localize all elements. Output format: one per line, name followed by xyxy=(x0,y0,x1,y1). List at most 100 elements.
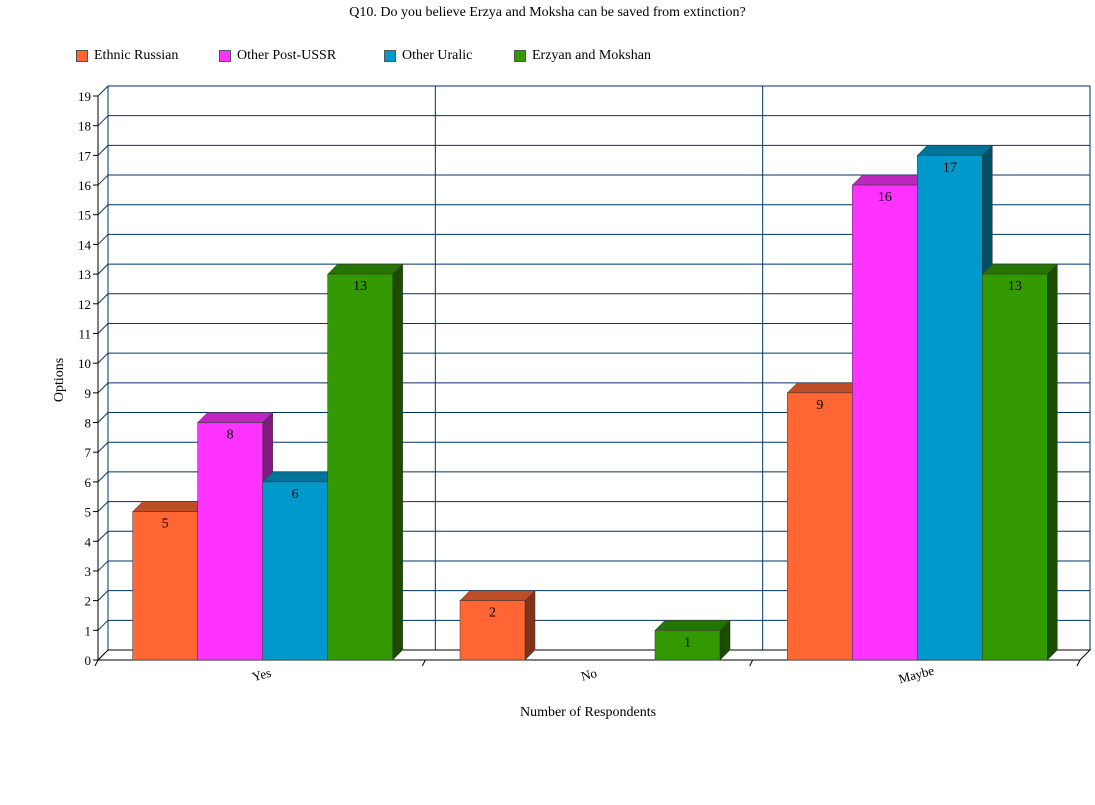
y-tick-label: 13 xyxy=(78,267,91,282)
gridline-depth xyxy=(97,115,109,127)
legend-label: Erzyan and Mokshan xyxy=(532,48,651,63)
bar-no-erzyan-and-mokshan xyxy=(654,619,731,661)
x-tick-label: Maybe xyxy=(897,663,936,687)
legend-swatch xyxy=(514,50,526,62)
bar-top xyxy=(654,620,731,631)
bar-top xyxy=(197,412,274,423)
bar-front xyxy=(459,600,526,661)
y-tick-label: 11 xyxy=(78,326,91,341)
y-tick-label: 19 xyxy=(78,89,91,104)
data-label: 13 xyxy=(353,279,367,294)
gridline-depth xyxy=(97,85,109,97)
data-label: 17 xyxy=(943,160,957,175)
gridline-depth xyxy=(97,590,109,601)
bar-maybe-ethnic-russian xyxy=(786,382,863,661)
gridline-depth xyxy=(97,560,109,572)
bar-front xyxy=(197,422,263,661)
y-tick-label: 15 xyxy=(78,208,91,223)
bar-yes-other-uralic xyxy=(262,471,339,661)
y-tick-label: 4 xyxy=(85,534,92,549)
bar-front xyxy=(852,184,918,661)
x-tick xyxy=(1076,659,1081,667)
y-tick-label: 10 xyxy=(78,356,91,371)
bar-front xyxy=(982,273,1048,661)
legend-label: Other Uralic xyxy=(402,48,473,63)
bar-front xyxy=(917,155,983,661)
legend-swatch xyxy=(76,50,88,62)
gridline-depth xyxy=(97,263,109,275)
y-tick-label: 16 xyxy=(78,178,92,193)
bar-top xyxy=(459,590,536,601)
data-label: 13 xyxy=(1008,279,1022,294)
legend-swatch xyxy=(384,50,396,62)
gridline-depth xyxy=(97,293,109,305)
gridline-depth xyxy=(97,412,109,423)
x-tick-label: Yes xyxy=(250,665,272,684)
y-tick-label: 3 xyxy=(85,564,92,579)
gridline-depth xyxy=(97,352,109,364)
bar-yes-ethnic-russian xyxy=(132,500,209,661)
y-tick-label: 2 xyxy=(85,594,92,609)
bar-top xyxy=(786,382,863,394)
bar-side xyxy=(1047,263,1058,661)
y-tick-label: 5 xyxy=(85,505,92,520)
gridline-depth xyxy=(97,619,109,631)
bar-no-ethnic-russian xyxy=(459,590,536,661)
gridline-depth xyxy=(97,204,109,216)
gridline-depth xyxy=(97,234,109,245)
bar-front xyxy=(262,481,328,661)
data-label: 2 xyxy=(489,606,496,621)
gridline-depth xyxy=(97,174,109,186)
legend-label: Ethnic Russian xyxy=(94,48,179,63)
gridline-depth xyxy=(97,471,109,483)
y-tick-label: 14 xyxy=(78,237,92,252)
data-label: 5 xyxy=(162,517,169,532)
data-label: 8 xyxy=(227,428,234,443)
bar-front xyxy=(787,392,853,661)
data-label: 1 xyxy=(684,635,691,650)
bar-maybe-other-uralic xyxy=(916,144,993,661)
gridline-depth xyxy=(97,441,109,453)
bar-front xyxy=(654,630,721,661)
y-tick-label: 18 xyxy=(78,119,91,134)
x-tick-label: No xyxy=(579,665,598,684)
y-tick-label: 1 xyxy=(85,623,92,638)
data-label: 9 xyxy=(816,398,823,413)
y-tick-label: 8 xyxy=(85,416,92,431)
y-axis-title: Options xyxy=(52,358,67,402)
gridline-depth xyxy=(97,382,109,394)
legend-swatch xyxy=(219,50,231,62)
bar-maybe-erzyan-and-mokshan xyxy=(981,263,1058,661)
x-tick xyxy=(749,659,754,667)
bar-yes-other-post-ussr xyxy=(197,411,274,661)
x-axis-title: Number of Respondents xyxy=(520,705,656,720)
y-tick-label: 7 xyxy=(85,445,92,460)
gridline-depth xyxy=(97,530,109,542)
data-label: 6 xyxy=(292,487,299,502)
bar-top xyxy=(981,263,1058,275)
bar-side xyxy=(524,590,536,661)
legend-label: Other Post-USSR xyxy=(237,48,337,63)
x-tick xyxy=(421,659,426,667)
y-tick-label: 0 xyxy=(85,653,92,668)
data-label: 16 xyxy=(878,190,892,205)
y-tick-label: 9 xyxy=(85,386,92,401)
gridline-depth xyxy=(97,145,109,156)
bars xyxy=(132,144,1058,661)
bar-top xyxy=(132,501,209,512)
gridline-depth xyxy=(97,501,109,512)
bar-front xyxy=(132,511,198,661)
bar-top xyxy=(327,263,404,275)
bar-maybe-other-post-ussr xyxy=(851,174,928,661)
x-tick xyxy=(94,659,99,667)
y-tick-label: 6 xyxy=(85,475,92,490)
gridline-depth xyxy=(97,323,109,334)
chart-title: Q10. Do you believe Erzya and Moksha can… xyxy=(349,5,746,20)
y-tick-label: 17 xyxy=(78,148,92,163)
bar-side xyxy=(392,263,403,661)
bar-top xyxy=(916,145,993,156)
bar-front xyxy=(327,273,393,661)
bar-yes-erzyan-and-mokshan xyxy=(327,263,404,661)
bar-top xyxy=(262,471,339,483)
